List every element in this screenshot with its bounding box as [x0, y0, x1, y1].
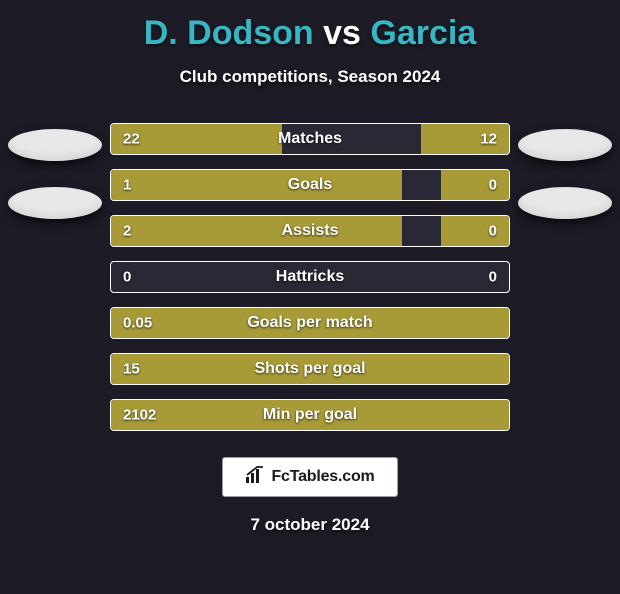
player-right-avatar-2 — [518, 187, 612, 219]
stat-row: 0 0 Hattricks — [110, 261, 510, 293]
logo-badge: FcTables.com — [222, 457, 398, 497]
player-left-avatar-2 — [8, 187, 102, 219]
stat-value-left: 22 — [123, 131, 140, 148]
subtitle: Club competitions, Season 2024 — [0, 67, 620, 87]
stat-value-right: 0 — [489, 177, 497, 194]
stat-row: 2102 Min per goal — [110, 399, 510, 431]
stat-label: Matches — [278, 130, 342, 148]
stat-value-right: 0 — [489, 269, 497, 286]
stat-row: 15 Shots per goal — [110, 353, 510, 385]
comparison-area: 22 12 Matches 1 0 Goals 2 0 Assists 0 0 Hattricks 0.… — [0, 123, 620, 431]
stat-value-right: 0 — [489, 223, 497, 240]
stat-value-left: 2102 — [123, 407, 156, 424]
bar-left — [111, 216, 402, 246]
title-vs: vs — [314, 14, 371, 52]
bar-left — [111, 170, 402, 200]
stat-row: 1 0 Goals — [110, 169, 510, 201]
stat-label: Min per goal — [263, 406, 357, 424]
stat-row: 0.05 Goals per match — [110, 307, 510, 339]
stat-label: Hattricks — [276, 268, 344, 286]
stat-row: 2 0 Assists — [110, 215, 510, 247]
stat-value-right: 12 — [480, 131, 497, 148]
player-right-avatar-column — [510, 123, 620, 219]
stat-value-left: 1 — [123, 177, 131, 194]
stat-label: Shots per goal — [254, 360, 365, 378]
stat-value-left: 0.05 — [123, 315, 152, 332]
title-player-left: D. Dodson — [144, 14, 314, 52]
stat-row: 22 12 Matches — [110, 123, 510, 155]
logo-text: FcTables.com — [271, 468, 374, 486]
player-right-avatar-1 — [518, 129, 612, 161]
stat-label: Assists — [282, 222, 339, 240]
title-player-right: Garcia — [370, 14, 476, 52]
stat-label: Goals — [288, 176, 332, 194]
date: 7 october 2024 — [0, 515, 620, 535]
stat-value-left: 2 — [123, 223, 131, 240]
stat-rows: 22 12 Matches 1 0 Goals 2 0 Assists 0 0 Hattricks 0.… — [110, 123, 510, 431]
page-title: D. Dodson vs Garcia — [0, 14, 620, 53]
player-left-avatar-1 — [8, 129, 102, 161]
stat-value-left: 15 — [123, 361, 140, 378]
stat-label: Goals per match — [247, 314, 372, 332]
bar-right — [441, 170, 509, 200]
logo-chart-icon — [245, 466, 265, 489]
bar-right — [441, 216, 509, 246]
player-left-avatar-column — [0, 123, 110, 219]
stat-value-left: 0 — [123, 269, 131, 286]
